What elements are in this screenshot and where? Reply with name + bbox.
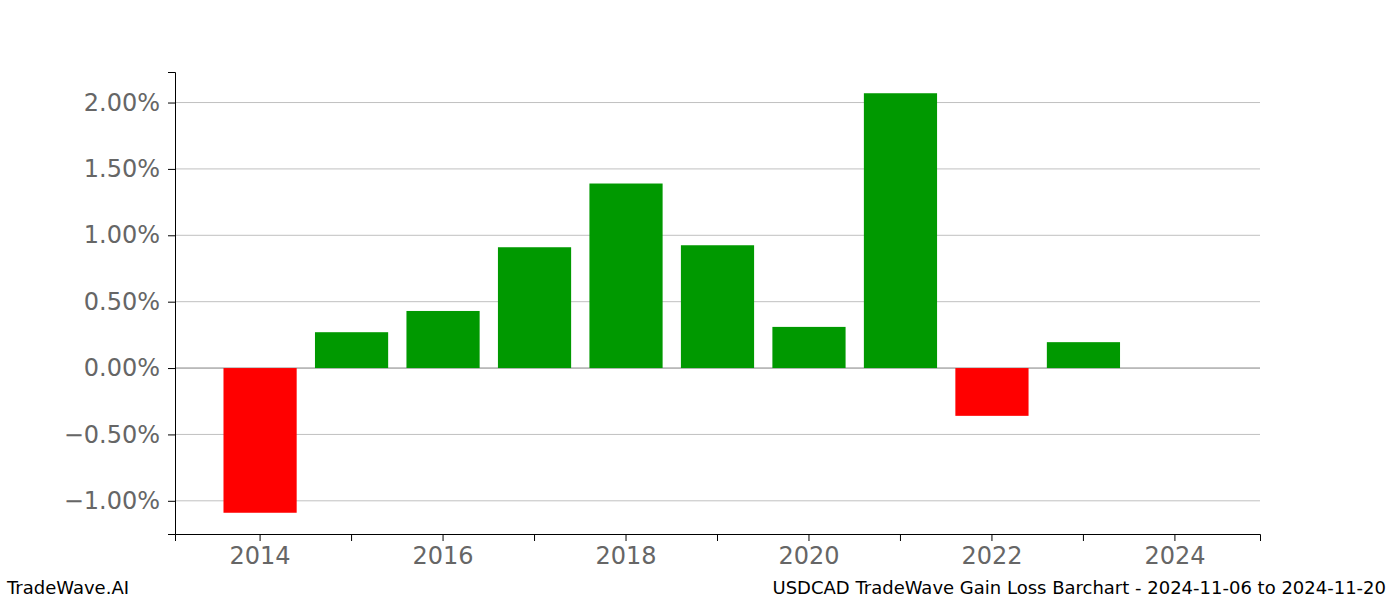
x-tick: 2020 xyxy=(778,534,839,570)
y-tick: 0.50% xyxy=(84,288,175,316)
bar xyxy=(406,311,479,368)
y-axis-line xyxy=(168,73,176,535)
x-tick: 2022 xyxy=(961,534,1022,570)
grid-line xyxy=(175,434,1260,435)
y-tick-mark xyxy=(168,169,175,170)
bar xyxy=(223,368,296,513)
bar xyxy=(315,332,388,368)
y-tick-label: −1.00% xyxy=(64,487,160,515)
grid-line xyxy=(175,102,1260,103)
y-tick-mark xyxy=(168,501,175,502)
y-tick: 1.00% xyxy=(84,221,175,249)
y-tick-mark xyxy=(168,368,175,369)
watermark: TradeWave.AI xyxy=(6,577,129,598)
title: USDCAD TradeWave Gain Loss Barchart - 20… xyxy=(773,577,1387,598)
x-tick-mark xyxy=(808,534,809,541)
x-tick-mark xyxy=(1174,534,1175,541)
x-tick-mark xyxy=(534,534,535,541)
grid-line xyxy=(175,168,1260,169)
x-tick-label: 2020 xyxy=(778,542,839,570)
x-tick-mark xyxy=(900,534,901,541)
x-tick: 2024 xyxy=(1144,534,1205,570)
x-tick-mark xyxy=(351,534,352,541)
x-tick: 2018 xyxy=(595,534,656,570)
x-tick-label: 2022 xyxy=(961,542,1022,570)
bar xyxy=(589,184,662,369)
x-tick xyxy=(351,534,352,541)
chart: −1.00% −0.50% 0.00% 0.50% 1.00% 1.50% 2.00% 201… xyxy=(0,0,1400,600)
y-tick: 0.00% xyxy=(84,354,175,382)
y-tick: −1.00% xyxy=(64,487,175,515)
y-tick-label: 1.00% xyxy=(84,221,160,249)
grid-line xyxy=(175,500,1260,501)
bar xyxy=(498,247,571,368)
bar xyxy=(681,245,754,368)
x-tick xyxy=(717,534,718,541)
bar xyxy=(1047,342,1120,368)
y-tick: −0.50% xyxy=(64,421,175,449)
x-tick xyxy=(900,534,901,541)
grid-line xyxy=(175,235,1260,236)
bar xyxy=(955,368,1028,416)
y-tick-label: 2.00% xyxy=(84,89,160,117)
y-tick-label: 0.50% xyxy=(84,288,160,316)
x-axis: 2014 2016 2018 2020 2022 2024 xyxy=(176,534,1261,570)
y-axis: −1.00% −0.50% 0.00% 0.50% 1.00% 1.50% 2.00% xyxy=(64,73,176,535)
x-tick-mark xyxy=(626,534,627,541)
y-tick-label: 0.00% xyxy=(84,354,160,382)
x-tick-label: 2024 xyxy=(1144,542,1205,570)
y-tick-mark xyxy=(168,235,175,236)
y-tick-label: 1.50% xyxy=(84,155,160,183)
y-tick: 2.00% xyxy=(84,89,175,117)
y-tick-label: −0.50% xyxy=(64,421,160,449)
y-tick-mark xyxy=(168,302,175,303)
y-tick-mark xyxy=(168,103,175,104)
x-tick xyxy=(534,534,535,541)
x-tick-label: 2018 xyxy=(595,542,656,570)
x-tick-mark xyxy=(991,534,992,541)
x-tick-label: 2014 xyxy=(230,542,291,570)
bar xyxy=(864,93,937,368)
x-tick: 2014 xyxy=(230,534,291,570)
x-tick: 2016 xyxy=(413,534,474,570)
x-tick-mark xyxy=(717,534,718,541)
bar xyxy=(772,327,845,368)
bars xyxy=(223,93,1120,513)
y-tick: 1.50% xyxy=(84,155,175,183)
x-tick-label: 2016 xyxy=(413,542,474,570)
x-tick-mark xyxy=(1083,534,1084,541)
y-tick-mark xyxy=(168,434,175,435)
x-tick-mark xyxy=(260,534,261,541)
plot-area: −1.00% −0.50% 0.00% 0.50% 1.00% 1.50% 2.00% 201… xyxy=(64,73,1261,571)
x-axis-line xyxy=(176,535,1261,542)
grid xyxy=(175,103,1260,501)
x-tick-mark xyxy=(443,534,444,541)
x-tick xyxy=(1083,534,1084,541)
